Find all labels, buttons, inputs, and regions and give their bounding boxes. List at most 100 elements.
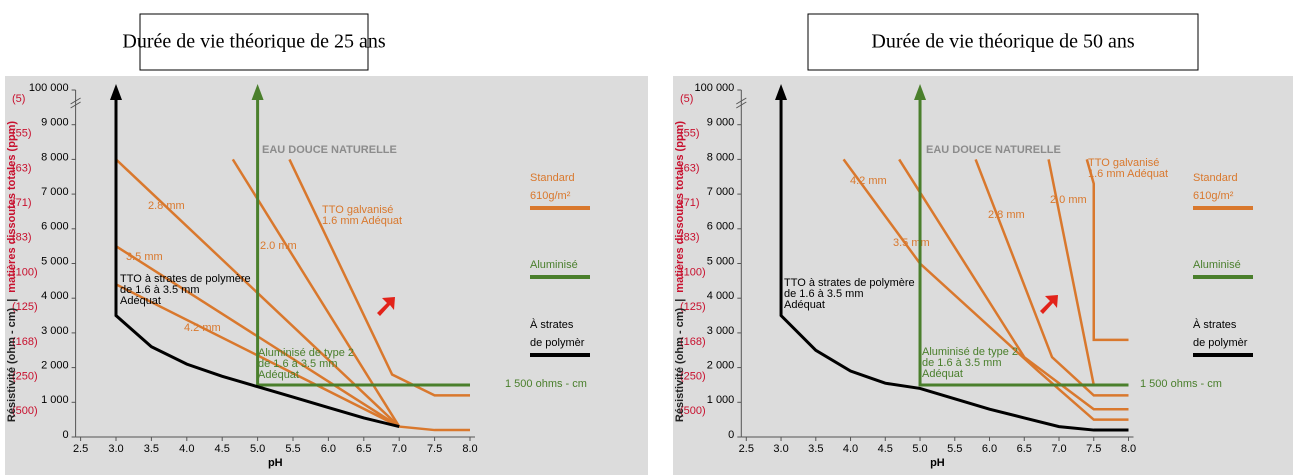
- annotation: de 1.6 à 3.5 mm: [120, 284, 200, 296]
- annotation: Adéquat: [258, 369, 299, 381]
- annotation: de 1.6 à 3.5 mm: [258, 358, 338, 370]
- y-tick-tds-label: (168): [12, 336, 38, 348]
- y-tick-label: 1 000: [707, 394, 735, 406]
- y-axis-label-part: matières dissoutes totales (ppm): [6, 121, 18, 293]
- y-tick-tds-label: (5): [680, 93, 693, 105]
- y-tick-label: 9 000: [707, 117, 735, 129]
- chart-title: Durée de vie théorique de 50 ans: [871, 31, 1134, 53]
- y-tick-label: 3 000: [707, 325, 735, 337]
- legend-label: À strates: [1193, 318, 1237, 331]
- x-tick-label: 3.5: [144, 443, 159, 455]
- y-tick-label: 8 000: [707, 151, 735, 163]
- curve-label: 2.8 mm: [988, 209, 1025, 221]
- y-tick-tds-label: (250): [12, 371, 38, 383]
- y-tick-label: 2 000: [707, 360, 735, 372]
- curve-label: 2.0 mm: [1050, 194, 1087, 206]
- direction-arrow: [1040, 295, 1058, 314]
- curve: [898, 158, 1129, 411]
- y-tick-tds-label: (125): [12, 301, 38, 313]
- y-tick-label: 8 000: [41, 151, 69, 163]
- direction-arrow: [377, 297, 395, 316]
- annotation: de 1.6 à 3.5 mm: [784, 288, 864, 300]
- x-tick-label: 5.0: [250, 443, 265, 455]
- title-box: [139, 13, 369, 71]
- x-tick-label: 5.0: [912, 443, 927, 455]
- annotation: EAU DOUCE NATURELLE: [926, 144, 1061, 156]
- y-axis-label-separator: |: [674, 299, 686, 302]
- title-box: [807, 13, 1199, 71]
- curve: [231, 158, 401, 428]
- y-tick-label: 1 000: [41, 394, 69, 406]
- annotation: TTO à strates de polymère: [784, 277, 915, 289]
- annotation: Adéquat: [120, 295, 161, 307]
- y-tick-tds-label: (63): [12, 162, 32, 174]
- arrow-head: [110, 84, 122, 100]
- y-tick-tds-label: (168): [680, 336, 706, 348]
- legend-label: Standard: [1193, 172, 1238, 184]
- x-tick-label: 6.0: [321, 443, 336, 455]
- x-tick-label: 4.5: [878, 443, 893, 455]
- curve-label: 2.0 mm: [260, 240, 297, 252]
- y-tick-label: 0: [62, 429, 68, 441]
- y-tick-tds-label: (5): [12, 93, 25, 105]
- y-tick-tds-label: (500): [12, 405, 38, 417]
- y-tick-tds-label: (55): [12, 128, 32, 140]
- curve-label: 1.6 mm Adéquat: [322, 215, 402, 227]
- annotation: Aluminisé de type 2: [922, 346, 1018, 358]
- x-tick-label: 3.0: [108, 443, 123, 455]
- curve: [974, 158, 1129, 397]
- arrow-head: [775, 84, 788, 100]
- y-tick-tds-label: (500): [680, 405, 706, 417]
- y-axis-label: Résistivité (ohm - cm) | matières dissoute…: [674, 121, 686, 422]
- annotation: TTO à strates de polymère: [120, 273, 251, 285]
- x-tick-label: 4.5: [215, 443, 230, 455]
- legend-label: Aluminisé: [1193, 259, 1241, 271]
- arrow-head: [251, 84, 264, 100]
- y-axis-label: Résistivité (ohm - cm) | matières dissoute…: [6, 121, 18, 422]
- y-tick-tds-label: (55): [680, 128, 700, 140]
- y-tick-label: 5 000: [707, 255, 735, 267]
- x-tick-label: 8.0: [1121, 443, 1136, 455]
- y-tick-tds-label: (71): [12, 197, 32, 209]
- x-tick-label: 7.5: [1086, 443, 1101, 455]
- legend-label: de polymèr: [530, 337, 585, 349]
- legend-label: de polymèr: [1193, 337, 1248, 349]
- annotation: 1 500 ohms - cm: [505, 378, 587, 390]
- axis-break: [736, 97, 747, 109]
- annotation: Adéquat: [922, 368, 963, 380]
- y-tick-label: 100 000: [695, 82, 735, 94]
- curve: [256, 90, 470, 387]
- y-tick-label: 4 000: [707, 290, 735, 302]
- y-tick-tds-label: (125): [680, 301, 706, 313]
- x-axis-label: pH: [268, 457, 283, 469]
- y-tick-label: 3 000: [41, 325, 69, 337]
- y-tick-label: 6 000: [41, 221, 69, 233]
- x-tick-label: 6.0: [982, 443, 997, 455]
- annotation: EAU DOUCE NATURELLE: [262, 144, 397, 156]
- curve: [918, 90, 1129, 387]
- y-tick-label: 4 000: [41, 290, 69, 302]
- y-tick-label: 9 000: [41, 117, 69, 129]
- y-tick-label: 7 000: [41, 186, 69, 198]
- chart-title: Durée de vie théorique de 25 ans: [122, 31, 385, 53]
- x-axis-label: pH: [930, 457, 945, 469]
- x-tick-label: 8.0: [462, 443, 477, 455]
- annotation: 1 500 ohms - cm: [1140, 378, 1222, 390]
- y-tick-tds-label: (83): [680, 232, 700, 244]
- legend-label: Aluminisé: [530, 259, 578, 271]
- curve: [779, 90, 1129, 432]
- x-tick-label: 2.5: [739, 443, 754, 455]
- x-tick-label: 7.5: [427, 443, 442, 455]
- x-tick-label: 3.5: [808, 443, 823, 455]
- x-tick-label: 7.0: [1051, 443, 1066, 455]
- y-axis-label-part: Résistivité (ohm - cm): [6, 307, 18, 422]
- axis-break: [70, 97, 81, 109]
- curve: [114, 90, 400, 429]
- curve-label: 4.2 mm: [850, 175, 887, 187]
- y-tick-label: 100 000: [29, 82, 69, 94]
- y-tick-tds-label: (100): [12, 266, 38, 278]
- y-tick-tds-label: (71): [680, 197, 700, 209]
- curve-label: 1.6 mm Adéquat: [1088, 168, 1168, 180]
- x-tick-label: 2.5: [73, 443, 88, 455]
